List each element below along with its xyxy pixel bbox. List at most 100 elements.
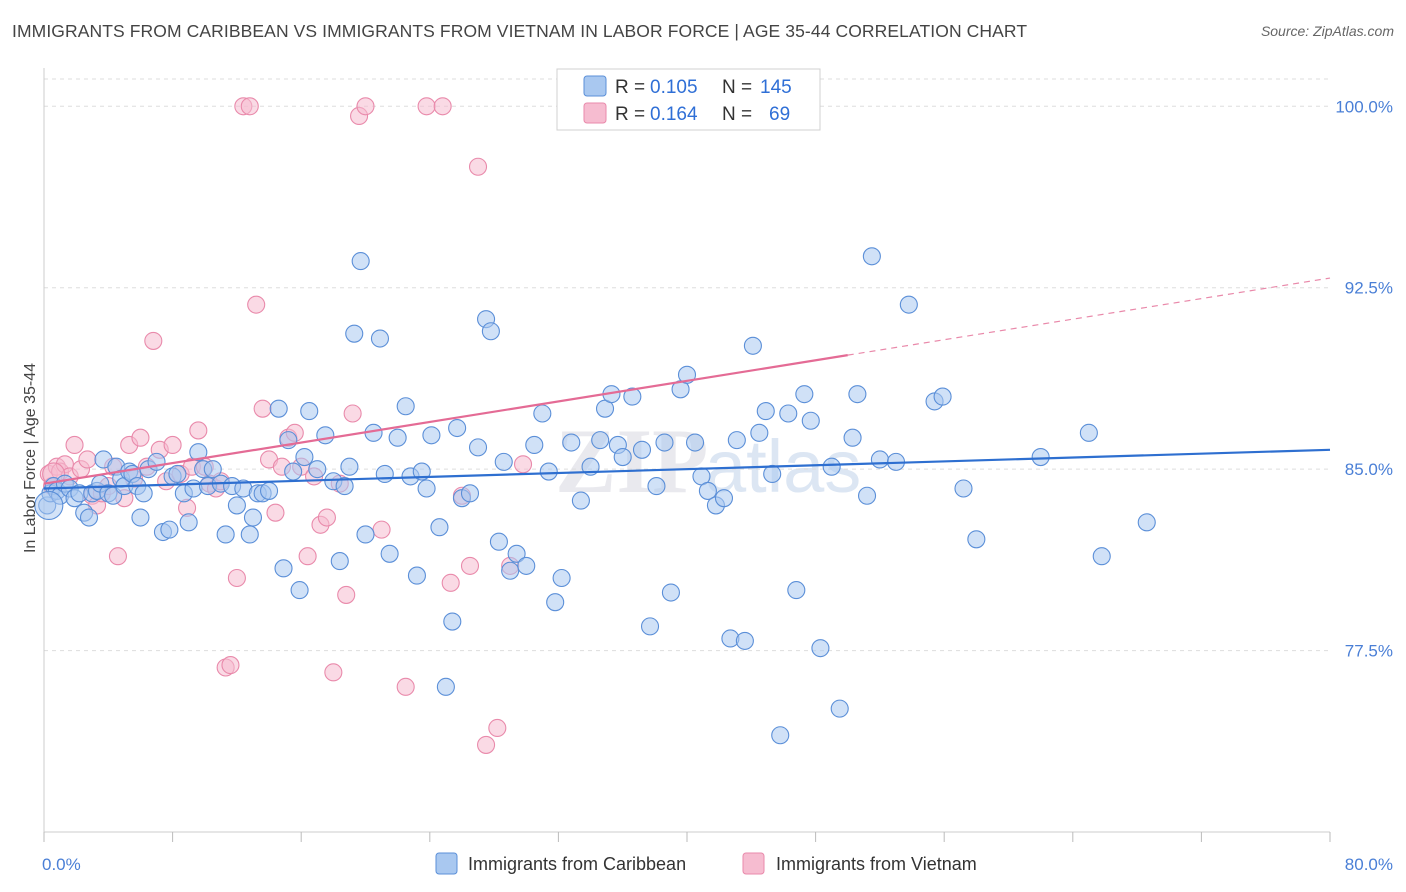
legend-n-label-caribbean: N = [722,77,752,98]
x-tick-label: 80.0% [1345,855,1393,874]
caribbean-point [756,402,775,421]
caribbean-point [591,431,610,450]
caribbean-point [822,457,841,476]
trend-line-vietnam [43,354,848,485]
vietnam-point [253,399,272,418]
caribbean-point [954,479,973,498]
caribbean-point [501,561,520,580]
y-axis-label: In Labor Force | Age 35-44 [22,363,39,553]
vietnam-point [298,547,317,566]
legend-n-value-vietnam: 69 [769,104,790,125]
vietnam-point [337,585,356,604]
caribbean-point [533,404,552,423]
caribbean-point [468,438,488,457]
legend-r-label-vietnam: R = [615,104,645,125]
caribbean-point [613,447,632,467]
caribbean-point [370,329,390,348]
caribbean-point [284,462,303,481]
caribbean-point [460,484,480,503]
caribbean-point [216,525,235,544]
caribbean-point [562,433,581,452]
caribbean-point [340,457,359,476]
caribbean-point [661,583,680,602]
source-label: Source: ZipAtlas.com [1260,23,1394,39]
caribbean-point [335,477,354,496]
caribbean-point [525,435,544,455]
caribbean-point [933,387,952,406]
caribbean-point [356,525,375,544]
caribbean-point [546,593,565,612]
caribbean-point [539,462,558,481]
caribbean-point [1137,513,1156,532]
caribbean-point [795,385,814,404]
legend-n-value-caribbean: 145 [760,77,792,98]
vietnam-point [324,663,343,682]
caribbean-point [489,532,508,551]
caribbean-point [714,489,734,508]
y-tick-label: 85.0% [1345,460,1393,479]
legend: R = 0.105 N = 145 R = 0.164 N = 69 [556,68,821,131]
caribbean-point [862,247,881,266]
caribbean-point [430,518,449,537]
caribbean-point [351,252,370,271]
vietnam-point [460,556,480,575]
y-tick-label: 77.5% [1345,642,1393,661]
legend-swatch-vietnam [583,102,607,124]
caribbean-point [422,426,441,445]
vietnam-point [227,568,246,588]
vietnam-point [396,677,415,696]
bottom-legend-label-caribbean: Immigrants from Caribbean [468,854,686,874]
vietnam-point [108,547,127,566]
caribbean-point [316,426,335,445]
legend-swatch-caribbean [583,75,607,97]
trend-lines [43,277,1331,490]
caribbean-point [448,418,467,438]
caribbean-point [1079,423,1098,442]
caribbean-point [1092,547,1111,566]
caribbean-point [830,699,849,718]
caribbean-point [640,617,660,636]
caribbean-point [481,322,500,341]
caribbean-point [801,411,820,430]
vietnam-point [189,421,208,440]
caribbean-point [571,491,590,510]
caribbean-point [134,484,153,503]
caribbean-point [240,525,259,544]
trend-line-vietnam-extension [847,277,1331,356]
caribbean-point [443,612,462,631]
caribbean-point [698,481,717,500]
vietnam-point [78,450,97,469]
vietnam-point [417,97,436,116]
caribbean-point [436,677,455,696]
vietnam-point [65,435,84,455]
vietnam-point [433,97,452,116]
caribbean-point [517,556,536,575]
legend-r-label-caribbean: R = [615,77,645,98]
caribbean-point [843,428,862,447]
caribbean-point [295,447,314,467]
caribbean-point [870,450,889,469]
caribbean-point [507,544,526,563]
axes: 100.0% 92.5% 85.0% 77.5% 0.0% 80.0% [42,68,1393,874]
vietnam-point [477,735,496,754]
caribbean-point [345,324,364,343]
bottom-legend-swatch-vietnam [742,852,765,875]
caribbean-point [494,452,513,471]
caribbean-point [848,385,867,404]
caribbean-point [677,365,697,384]
caribbean-point [290,581,309,600]
caribbean-point [269,399,288,418]
vietnam-point [163,435,182,455]
legend-r-value-vietnam: 0.164 [650,104,698,125]
caribbean-point [750,423,769,442]
caribbean-point [274,559,293,578]
bottom-legend-label-vietnam: Immigrants from Vietnam [776,854,977,874]
vietnam-point [131,428,150,447]
vietnam-point [372,520,391,539]
caribbean-point [967,530,986,549]
caribbean-point [160,520,179,539]
y-tick-label: 92.5% [1345,279,1393,298]
vietnam-point [343,404,362,423]
caribbean-point [189,443,208,462]
